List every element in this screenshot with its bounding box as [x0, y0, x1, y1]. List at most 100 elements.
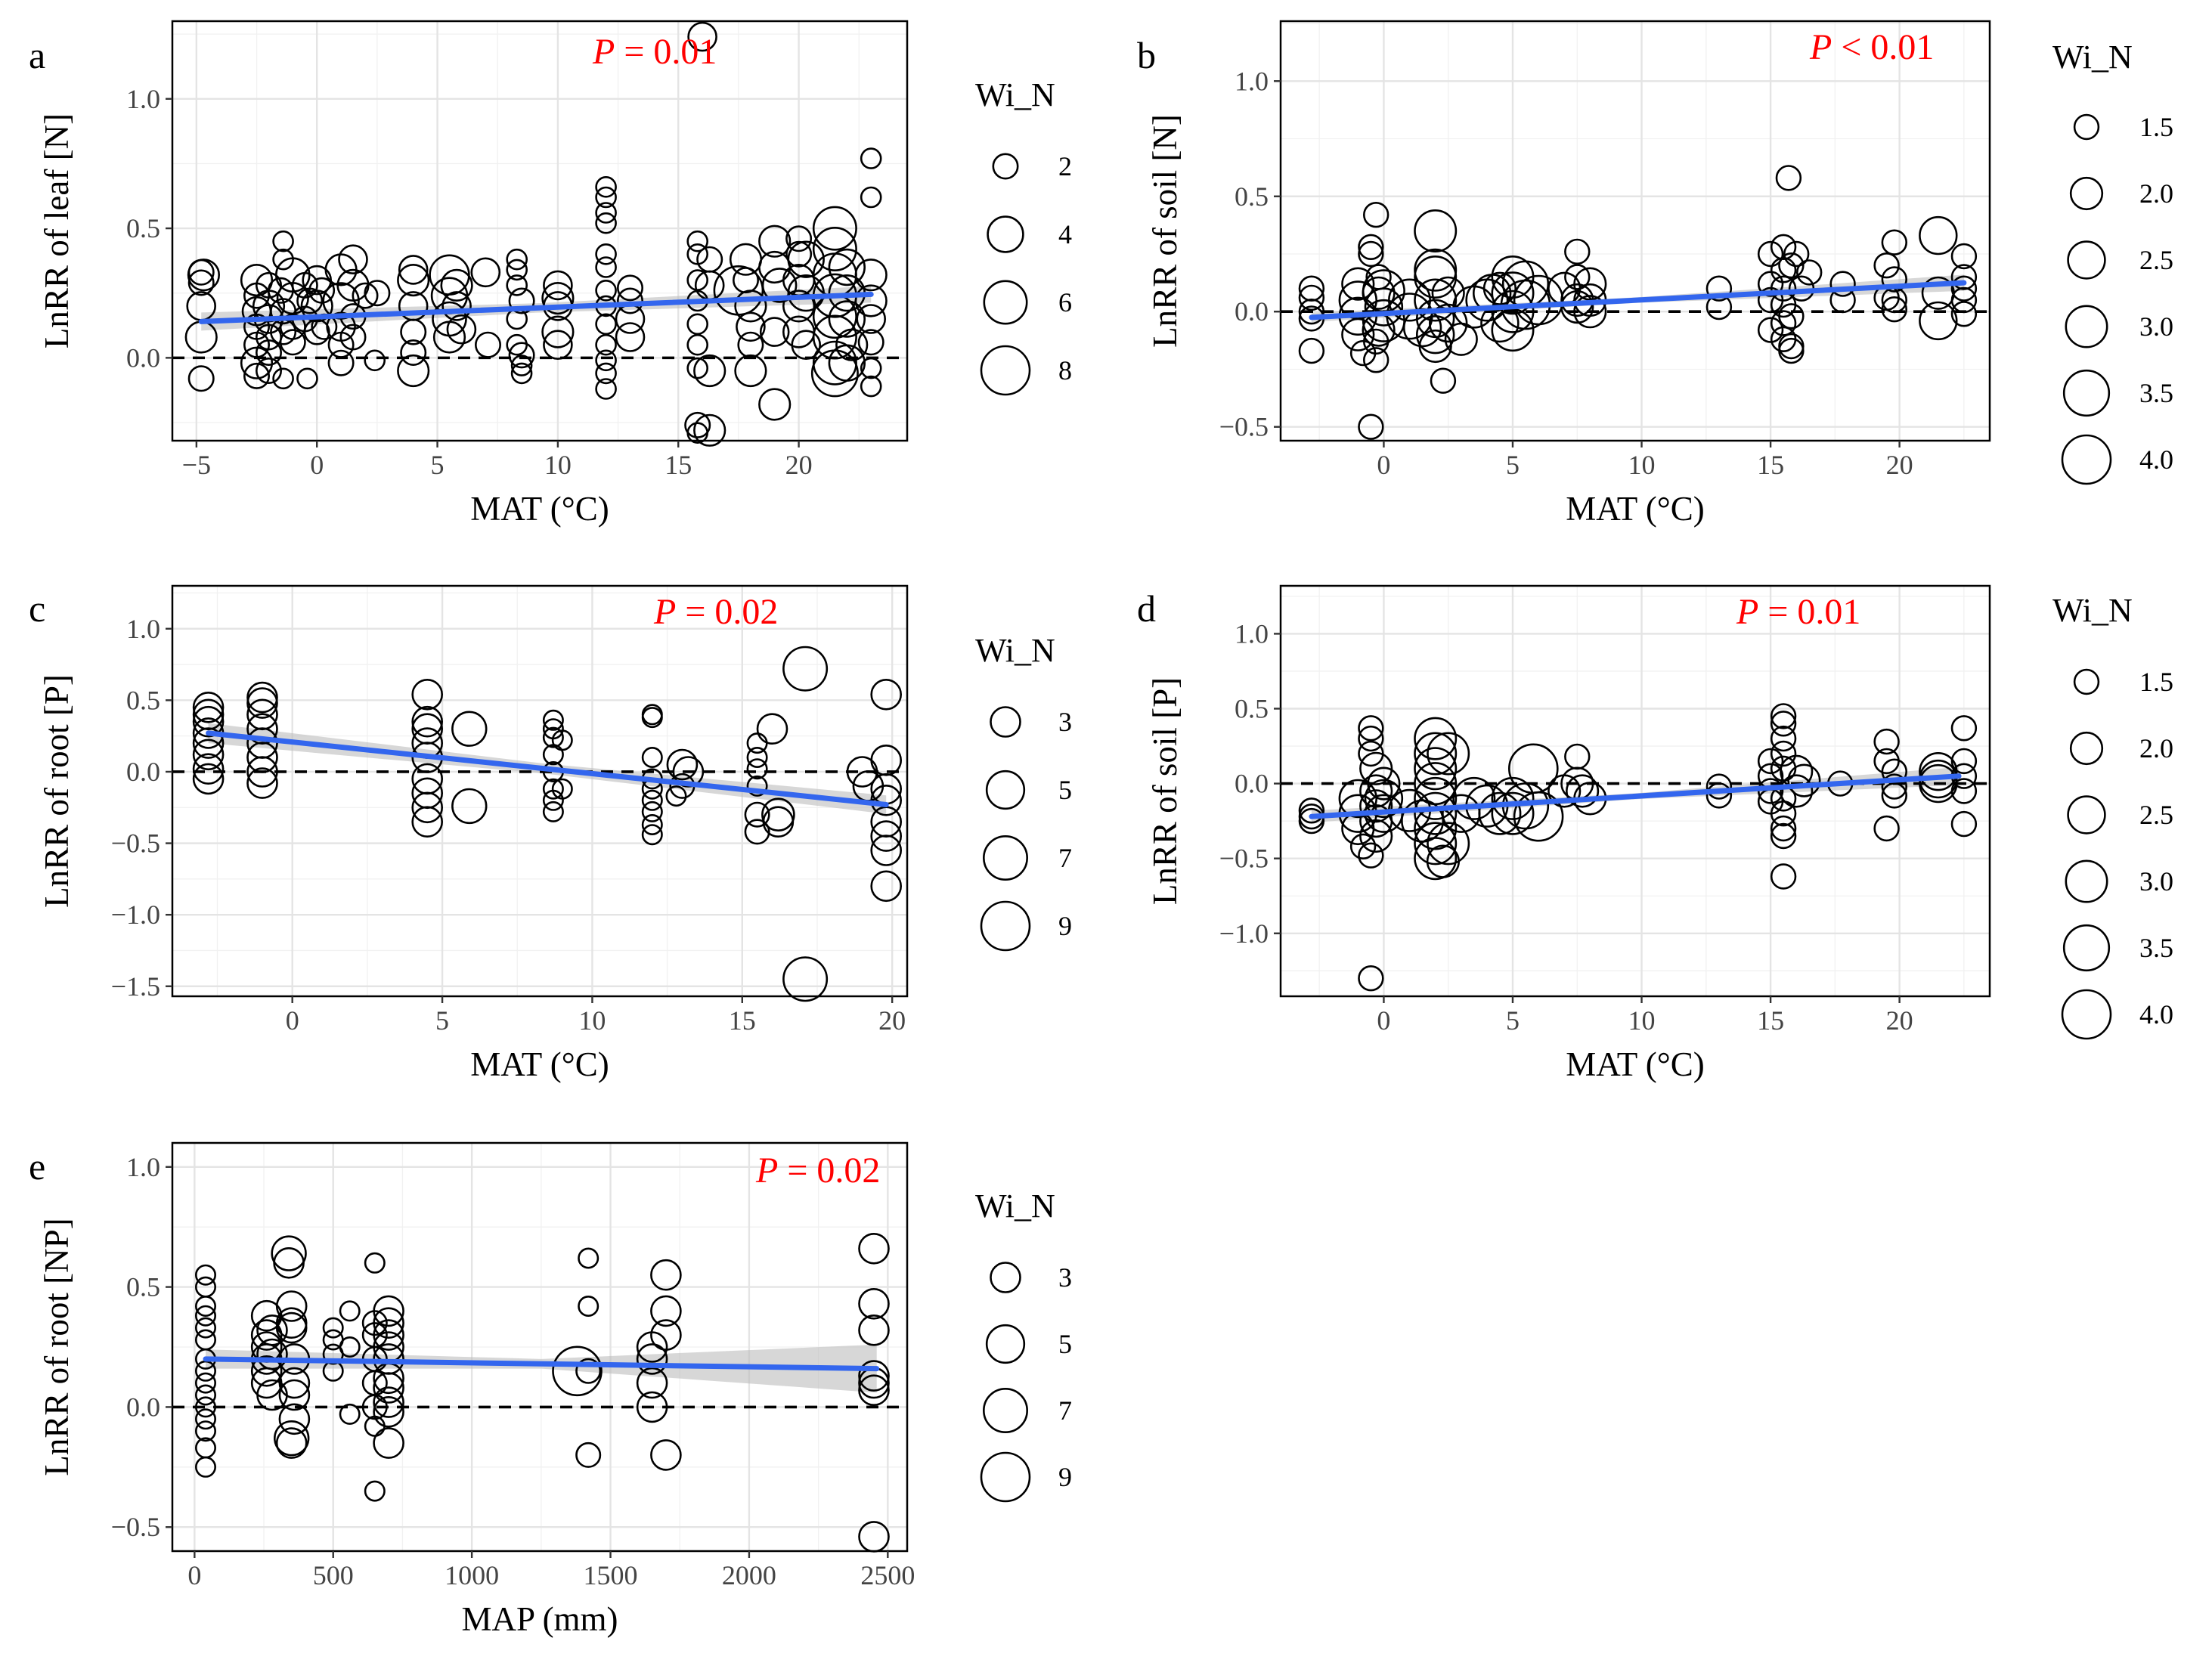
panel-letter: a — [29, 34, 45, 76]
p-value-label: P = 0.02 — [653, 592, 778, 632]
x-tick-label: 10 — [578, 1005, 606, 1036]
data-point — [327, 349, 355, 376]
data-point — [761, 797, 795, 831]
x-tick-label: 10 — [1628, 450, 1656, 480]
data-point — [1705, 275, 1733, 302]
legend-key — [2073, 668, 2100, 695]
legend-label: 7 — [1058, 843, 1072, 873]
data-point — [1566, 774, 1600, 808]
p-value-label: P = 0.01 — [592, 32, 717, 72]
data-point — [1341, 317, 1375, 351]
data-point — [1491, 776, 1535, 820]
data-point — [686, 313, 709, 336]
data-point — [1770, 815, 1797, 842]
data-point — [1950, 275, 1978, 302]
y-tick-label: 0.5 — [126, 685, 160, 715]
legend-title: Wi_N — [975, 76, 1055, 113]
x-tick-label: 10 — [1628, 1005, 1656, 1036]
data-point — [785, 225, 813, 252]
data-point — [1770, 257, 1797, 283]
data-point — [278, 1379, 311, 1411]
x-tick-label: 15 — [729, 1005, 756, 1036]
data-point — [595, 313, 617, 336]
p-value-text: = 0.01 — [615, 32, 717, 72]
y-tick-label: 0.0 — [126, 757, 160, 787]
data-point — [194, 1420, 216, 1442]
data-point — [506, 274, 528, 296]
data-point — [194, 1264, 216, 1286]
data-point — [192, 739, 225, 771]
regression-line — [206, 730, 889, 807]
data-point — [595, 186, 617, 209]
y-tick-label: 1.0 — [1235, 618, 1269, 649]
data-point — [736, 311, 766, 342]
panel-border — [171, 584, 909, 998]
data-point — [870, 785, 902, 816]
data-point — [1414, 717, 1458, 760]
data-point — [373, 1307, 404, 1339]
data-point — [508, 342, 535, 369]
data-point — [1757, 240, 1784, 268]
x-tick-label: 20 — [785, 450, 813, 480]
data-point — [246, 687, 278, 719]
data-point — [666, 748, 699, 781]
data-point — [510, 355, 533, 376]
data-point — [296, 367, 318, 390]
data-point — [506, 259, 528, 281]
y-tick-label: −0.5 — [1219, 412, 1269, 442]
y-tick-label: 0.5 — [126, 213, 160, 243]
data-point — [650, 1439, 682, 1471]
data-point — [1573, 267, 1607, 301]
legend-key — [2062, 369, 2111, 417]
panel-border — [171, 1141, 909, 1553]
x-tick-label: 5 — [1506, 450, 1520, 480]
data-point — [1770, 822, 1797, 850]
data-point — [542, 800, 564, 822]
data-point — [782, 956, 829, 1002]
data-point — [1427, 732, 1470, 776]
legend-key — [2067, 240, 2106, 280]
x-axis-title: MAT (°C) — [470, 490, 609, 528]
data-point — [1564, 264, 1591, 290]
data-point — [1950, 778, 1978, 804]
x-axis-title: MAT (°C) — [1566, 490, 1704, 528]
legend-label: 8 — [1058, 355, 1072, 386]
data-point — [506, 248, 528, 271]
data-point — [1427, 822, 1470, 866]
data-point — [373, 1396, 404, 1428]
data-point — [543, 270, 573, 301]
data-point — [551, 729, 573, 751]
legend-label: 2.0 — [2139, 178, 2173, 209]
data-point — [854, 284, 888, 317]
data-point — [746, 775, 768, 797]
data-point — [616, 274, 643, 302]
data-point — [338, 244, 368, 275]
legend-label: 4 — [1058, 219, 1072, 249]
data-point — [1414, 747, 1458, 791]
legend-key — [980, 900, 1031, 952]
data-point — [758, 225, 792, 258]
p-value-text: = 0.02 — [676, 592, 778, 632]
legend-label: 2 — [1058, 151, 1072, 181]
data-point — [595, 349, 617, 372]
data-point — [275, 1311, 308, 1344]
x-tick-label: 2500 — [860, 1560, 915, 1590]
data-point — [1770, 310, 1797, 336]
data-point — [1359, 774, 1393, 808]
data-point — [858, 1315, 890, 1346]
legend-label: 4.0 — [2139, 444, 2173, 475]
data-point — [1770, 711, 1797, 737]
data-point — [271, 1235, 307, 1271]
data-point — [1881, 229, 1908, 255]
p-value-text: = 0.01 — [1758, 592, 1860, 632]
panel-d: 0 5 10 15 20 −1.0 −0.5 0.0 0.5 1.0 MAT (°C) LnRR of… — [1137, 584, 2173, 1083]
data-point — [595, 378, 617, 400]
data-point — [194, 1408, 216, 1430]
data-point — [758, 388, 792, 421]
panel-border — [171, 20, 909, 442]
data-point — [1478, 791, 1522, 835]
data-point — [1362, 202, 1389, 228]
data-point — [339, 1300, 361, 1322]
data-point — [275, 1427, 308, 1459]
data-point — [693, 413, 726, 447]
